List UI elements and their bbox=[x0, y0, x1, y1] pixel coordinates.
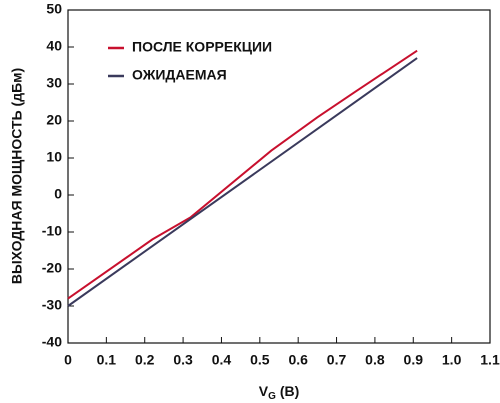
y-axis-label: ВЫХОДНАЯ МОЩНОСТЬ (дБм) bbox=[9, 68, 25, 284]
x-label-main: V bbox=[259, 383, 269, 399]
x-label-unit: (B) bbox=[280, 383, 299, 399]
legend-label: ПОСЛЕ КОРРЕКЦИИ bbox=[132, 39, 272, 55]
x-tick-label: 1.0 bbox=[442, 352, 462, 368]
legend-label: ОЖИДАЕМАЯ bbox=[132, 67, 227, 83]
x-tick-label: 0.7 bbox=[327, 352, 347, 368]
x-tick-label: 0.6 bbox=[288, 352, 308, 368]
y-tick-label: 0 bbox=[54, 186, 62, 202]
y-tick-label: 20 bbox=[46, 112, 62, 128]
x-label-sub: G bbox=[268, 391, 276, 402]
y-tick-label: 40 bbox=[46, 38, 62, 54]
x-tick-label: 1.1 bbox=[480, 352, 500, 368]
series-line bbox=[67, 57, 418, 307]
y-tick-label: -40 bbox=[42, 334, 62, 350]
x-tick-label: 0.9 bbox=[404, 352, 424, 368]
x-tick-label: 0 bbox=[64, 352, 72, 368]
x-tick-label: 0.5 bbox=[250, 352, 270, 368]
y-tick-label: 10 bbox=[46, 149, 62, 165]
y-tick-label: -20 bbox=[42, 260, 62, 276]
x-tick-label: 0.2 bbox=[135, 352, 155, 368]
x-tick-label: 0.1 bbox=[97, 352, 117, 368]
plot-frame bbox=[67, 9, 491, 344]
x-tick-label: 0.4 bbox=[212, 352, 232, 368]
series-line bbox=[67, 49, 418, 300]
x-tick-label: 0.8 bbox=[365, 352, 385, 368]
y-tick-label: 50 bbox=[46, 1, 62, 17]
y-tick-label: 30 bbox=[46, 75, 62, 91]
x-tick-label: 0.3 bbox=[173, 352, 193, 368]
x-axis-label: VG (B) bbox=[259, 383, 300, 402]
y-tick-label: -30 bbox=[42, 297, 62, 313]
y-tick-label: -10 bbox=[42, 223, 62, 239]
